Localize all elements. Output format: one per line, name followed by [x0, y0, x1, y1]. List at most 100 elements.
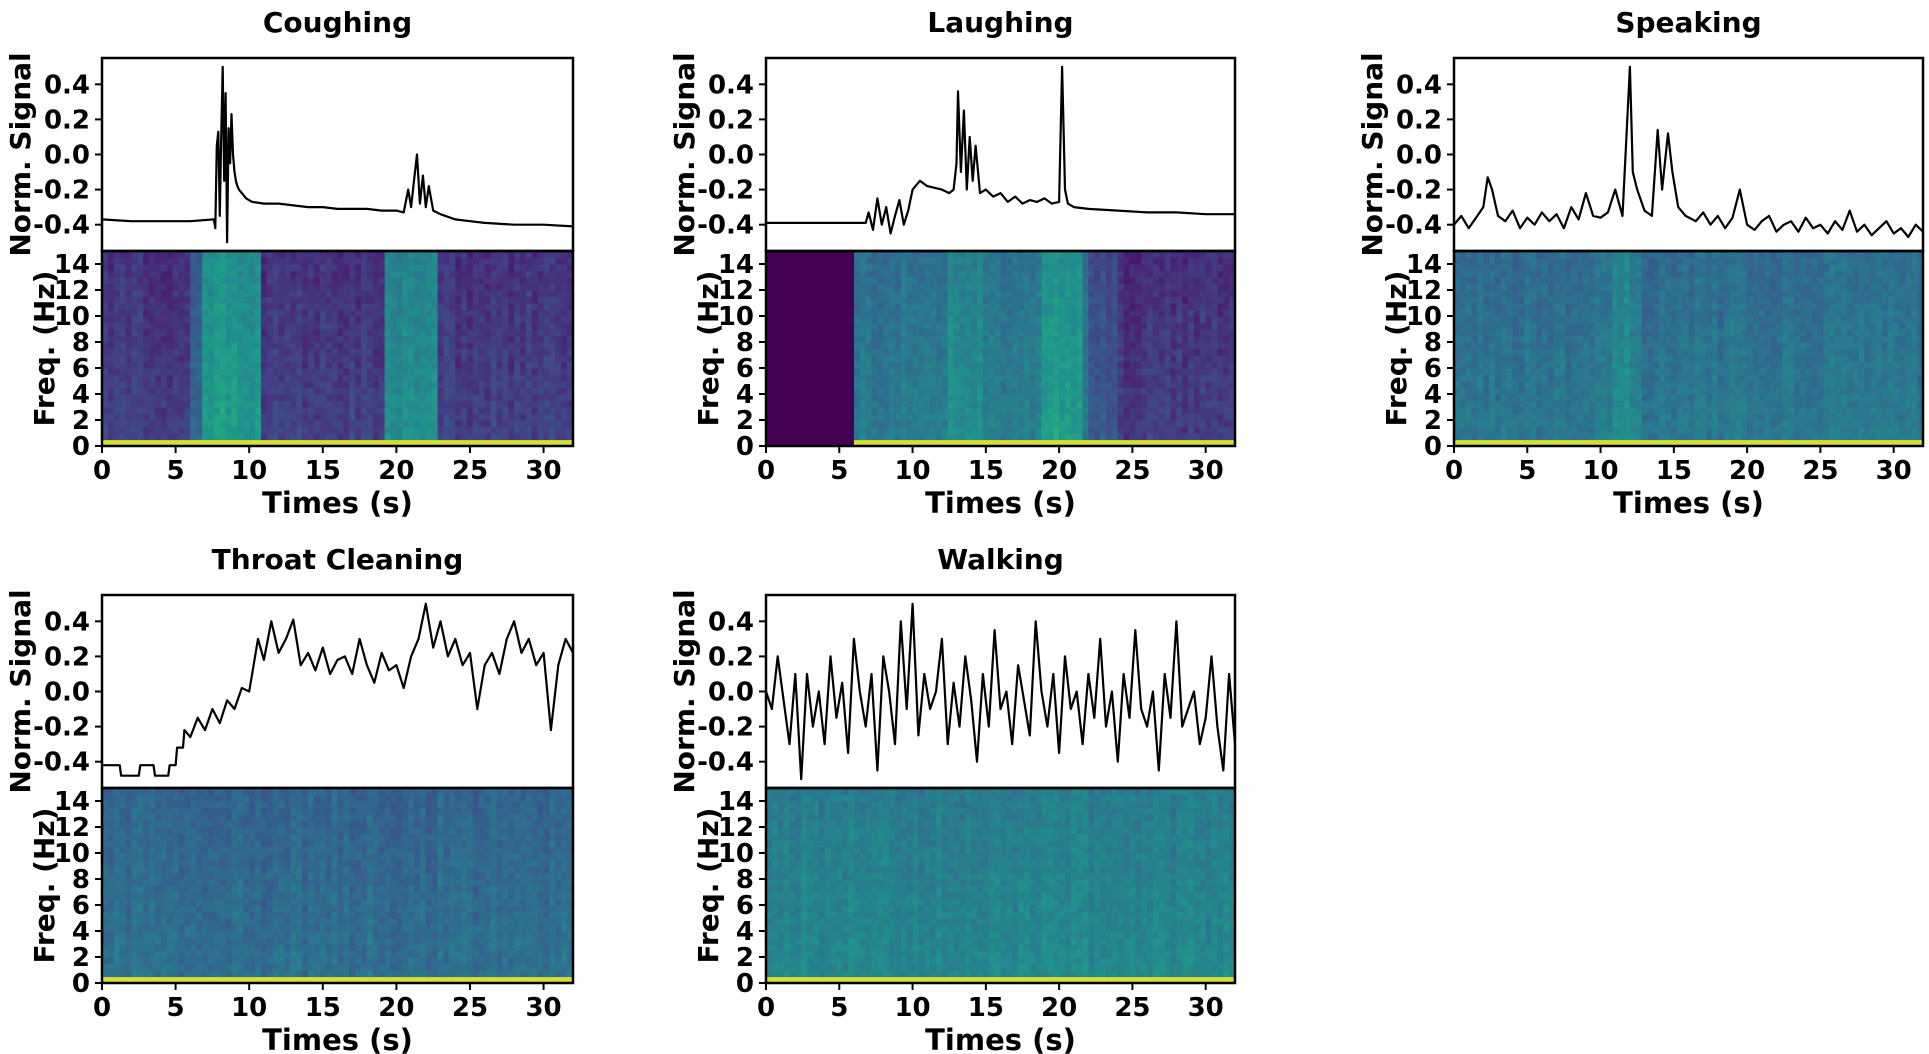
freq-y-tick-label: 12: [54, 276, 90, 306]
spectrogram-heatmap: [1454, 251, 1924, 447]
x-tick-label: 10: [894, 993, 930, 1023]
x-axis-label: Times (s): [262, 1023, 413, 1054]
signal-y-axis-label: Norm. Signal: [4, 52, 37, 256]
freq-y-tick-label: 2: [736, 943, 754, 973]
freq-y-tick-label: 12: [54, 813, 90, 843]
signal-y-tick-label: -0.2: [697, 176, 754, 206]
freq-y-tick-label: 14: [718, 787, 754, 817]
freq-y-tick-label: 4: [72, 917, 90, 947]
freq-y-tick-label: 10: [1406, 302, 1442, 332]
signal-line: [1453, 65, 1924, 239]
x-tick-label: 10: [1582, 456, 1618, 486]
signal-y-tick-label: 0.0: [44, 678, 90, 708]
spectrogram-heatmap: [102, 788, 574, 984]
subplot-title: Walking: [937, 543, 1064, 576]
freq-y-tick-label: 10: [54, 302, 90, 332]
freq-y-tick-label: 4: [72, 380, 90, 410]
signal-y-tick-label: -0.4: [697, 211, 754, 241]
freq-y-tick-label: 4: [736, 380, 754, 410]
signal-y-tick-label: 0.4: [44, 70, 90, 100]
signal-y-tick-label: -0.4: [1385, 211, 1442, 241]
x-tick-label: 5: [167, 993, 185, 1023]
x-tick-label: 5: [830, 993, 848, 1023]
freq-y-tick-label: 6: [1424, 354, 1442, 384]
freq-y-axis-label: Freq. (Hz): [692, 271, 725, 427]
x-tick-label: 20: [1041, 993, 1077, 1023]
freq-y-tick-label: 12: [718, 813, 754, 843]
freq-y-tick-label: 6: [72, 891, 90, 921]
signal-y-tick-label: 0.4: [44, 607, 90, 637]
spectrogram-axes-frame: [1452, 249, 1925, 448]
subplot-title: Laughing: [927, 6, 1073, 39]
freq-y-tick-label: 12: [718, 276, 754, 306]
freq-y-axis-label: Freq. (Hz): [28, 808, 61, 964]
signal-y-tick-label: 0.0: [708, 141, 754, 171]
signal-y-tick-label: 0.4: [708, 70, 754, 100]
freq-y-tick-label: 6: [72, 354, 90, 384]
x-tick-label: 15: [305, 456, 341, 486]
subplot-title: Throat Cleaning: [212, 543, 464, 576]
signal-line: [102, 602, 574, 777]
spectrogram-axes-frame: [100, 249, 575, 448]
signal-y-tick-label: 0.2: [44, 642, 90, 672]
freq-y-tick-label: 10: [718, 839, 754, 869]
x-tick-label: 10: [231, 993, 267, 1023]
x-axis-label: Times (s): [925, 486, 1076, 520]
subplot-title: Speaking: [1615, 6, 1761, 39]
x-tick-label: 10: [894, 456, 930, 486]
signal-y-tick-label: -0.2: [33, 713, 90, 743]
signal-y-tick-label: 0.0: [708, 678, 754, 708]
signal-y-tick-label: 0.0: [1396, 141, 1442, 171]
x-tick-label: 30: [1188, 456, 1224, 486]
freq-y-tick-label: 14: [54, 250, 90, 280]
x-tick-label: 0: [93, 993, 111, 1023]
x-axis-label: Times (s): [262, 486, 413, 520]
freq-y-tick-label: 2: [72, 406, 90, 436]
x-tick-label: 20: [378, 456, 414, 486]
freq-y-tick-label: 2: [72, 943, 90, 973]
freq-y-tick-label: 14: [718, 250, 754, 280]
x-tick-label: 5: [167, 456, 185, 486]
x-tick-label: 30: [1188, 993, 1224, 1023]
x-tick-label: 15: [305, 993, 341, 1023]
x-axis-label: Times (s): [1613, 486, 1764, 520]
x-tick-label: 5: [1518, 456, 1536, 486]
spectrogram-heatmap: [102, 251, 574, 447]
freq-y-tick-label: 0: [1424, 432, 1442, 462]
freq-y-tick-label: 0: [72, 969, 90, 999]
signal-y-axis-label: Norm. Signal: [1356, 52, 1389, 256]
freq-y-axis-label: Freq. (Hz): [1380, 271, 1413, 427]
signal-line: [764, 602, 1237, 781]
x-tick-label: 20: [1729, 456, 1765, 486]
signal-axes-frame: [100, 593, 575, 790]
x-tick-label: 25: [1802, 456, 1838, 486]
signal-y-axis-label: Norm. Signal: [668, 52, 701, 256]
x-tick-label: 25: [1114, 456, 1150, 486]
x-tick-label: 0: [1445, 456, 1463, 486]
freq-y-tick-label: 8: [72, 865, 90, 895]
signal-line: [766, 65, 1235, 235]
x-tick-label: 25: [452, 456, 488, 486]
freq-y-tick-label: 6: [736, 354, 754, 384]
x-tick-label: 10: [231, 456, 267, 486]
freq-y-tick-label: 10: [718, 302, 754, 332]
x-tick-label: 0: [757, 456, 775, 486]
x-tick-label: 20: [1041, 456, 1077, 486]
x-tick-label: 30: [525, 456, 561, 486]
freq-y-tick-label: 8: [1424, 328, 1442, 358]
x-tick-label: 30: [525, 993, 561, 1023]
spectrogram-axes-frame: [764, 786, 1237, 985]
freq-y-axis-label: Freq. (Hz): [28, 271, 61, 427]
signal-y-axis-label: Norm. Signal: [4, 589, 37, 793]
spectrogram-heatmap: [766, 251, 1236, 447]
signal-y-tick-label: 0.2: [708, 105, 754, 135]
signal-y-tick-label: -0.4: [33, 748, 90, 778]
x-tick-label: 20: [378, 993, 414, 1023]
freq-y-tick-label: 2: [1424, 406, 1442, 436]
